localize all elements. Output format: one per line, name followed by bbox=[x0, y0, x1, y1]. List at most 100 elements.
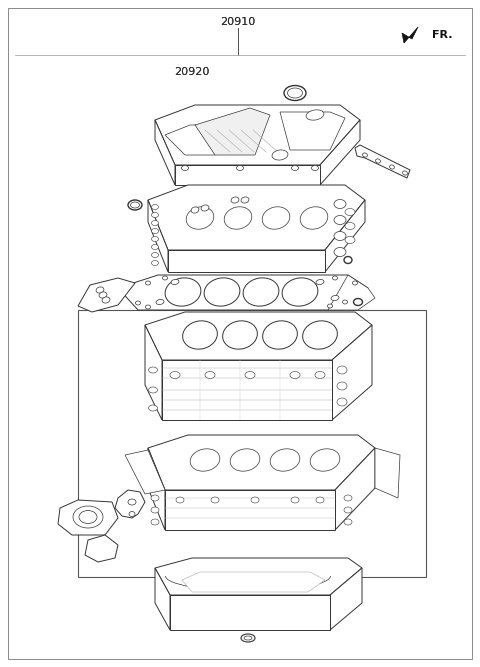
Ellipse shape bbox=[334, 247, 346, 257]
Polygon shape bbox=[118, 275, 368, 310]
Ellipse shape bbox=[135, 301, 141, 305]
Ellipse shape bbox=[148, 367, 157, 373]
Ellipse shape bbox=[163, 276, 168, 280]
Ellipse shape bbox=[344, 519, 352, 525]
Polygon shape bbox=[335, 448, 375, 530]
Ellipse shape bbox=[129, 512, 135, 516]
Ellipse shape bbox=[170, 372, 180, 378]
Ellipse shape bbox=[345, 209, 355, 215]
Ellipse shape bbox=[344, 495, 352, 501]
Ellipse shape bbox=[171, 279, 179, 285]
Ellipse shape bbox=[333, 276, 337, 280]
Ellipse shape bbox=[353, 299, 362, 305]
Ellipse shape bbox=[337, 366, 347, 374]
Ellipse shape bbox=[151, 507, 159, 513]
Ellipse shape bbox=[334, 215, 346, 225]
Text: 20920: 20920 bbox=[174, 67, 210, 77]
Polygon shape bbox=[165, 490, 335, 530]
Ellipse shape bbox=[73, 506, 103, 528]
Ellipse shape bbox=[243, 278, 279, 306]
Ellipse shape bbox=[263, 321, 298, 349]
Ellipse shape bbox=[334, 231, 346, 241]
Ellipse shape bbox=[375, 159, 381, 163]
Ellipse shape bbox=[224, 207, 252, 229]
Ellipse shape bbox=[290, 372, 300, 378]
Polygon shape bbox=[115, 490, 145, 518]
Ellipse shape bbox=[343, 300, 348, 304]
Ellipse shape bbox=[262, 207, 290, 229]
Ellipse shape bbox=[316, 279, 324, 285]
Polygon shape bbox=[175, 165, 320, 185]
Ellipse shape bbox=[131, 202, 140, 208]
Ellipse shape bbox=[302, 321, 337, 349]
Ellipse shape bbox=[201, 205, 209, 211]
Ellipse shape bbox=[176, 497, 184, 503]
Polygon shape bbox=[330, 568, 362, 630]
Ellipse shape bbox=[390, 165, 395, 169]
Polygon shape bbox=[170, 595, 330, 630]
Polygon shape bbox=[332, 325, 372, 420]
Ellipse shape bbox=[241, 634, 255, 642]
Ellipse shape bbox=[145, 305, 151, 309]
Ellipse shape bbox=[315, 372, 325, 378]
Polygon shape bbox=[78, 278, 135, 312]
Ellipse shape bbox=[152, 245, 158, 249]
Text: FR.: FR. bbox=[432, 30, 453, 40]
Ellipse shape bbox=[128, 499, 136, 505]
Ellipse shape bbox=[99, 292, 107, 298]
Ellipse shape bbox=[102, 297, 110, 303]
Polygon shape bbox=[165, 125, 230, 155]
Ellipse shape bbox=[152, 213, 158, 217]
Ellipse shape bbox=[152, 221, 158, 225]
Ellipse shape bbox=[288, 88, 302, 98]
Ellipse shape bbox=[306, 110, 324, 120]
Text: 20910: 20910 bbox=[220, 17, 256, 27]
Ellipse shape bbox=[291, 497, 299, 503]
Polygon shape bbox=[145, 312, 372, 360]
Ellipse shape bbox=[152, 237, 158, 241]
Polygon shape bbox=[58, 500, 118, 535]
Ellipse shape bbox=[345, 223, 355, 229]
Polygon shape bbox=[195, 108, 270, 155]
Polygon shape bbox=[148, 435, 375, 490]
Ellipse shape bbox=[223, 321, 257, 349]
Ellipse shape bbox=[152, 205, 158, 209]
Ellipse shape bbox=[403, 171, 408, 175]
Ellipse shape bbox=[352, 281, 358, 285]
Polygon shape bbox=[355, 145, 410, 178]
Ellipse shape bbox=[151, 495, 159, 501]
Ellipse shape bbox=[344, 507, 352, 513]
Polygon shape bbox=[328, 275, 375, 310]
Ellipse shape bbox=[152, 261, 158, 265]
Ellipse shape bbox=[230, 449, 260, 471]
Ellipse shape bbox=[270, 449, 300, 471]
Ellipse shape bbox=[211, 497, 219, 503]
Text: 20910: 20910 bbox=[220, 17, 256, 27]
Bar bbox=[78, 310, 426, 577]
Ellipse shape bbox=[284, 85, 306, 101]
Ellipse shape bbox=[316, 497, 324, 503]
Ellipse shape bbox=[300, 207, 328, 229]
Ellipse shape bbox=[241, 197, 249, 203]
Ellipse shape bbox=[331, 295, 339, 301]
Text: 20920: 20920 bbox=[174, 67, 210, 77]
Polygon shape bbox=[145, 325, 162, 420]
Polygon shape bbox=[375, 448, 400, 498]
Ellipse shape bbox=[165, 278, 201, 306]
Polygon shape bbox=[148, 448, 165, 530]
Ellipse shape bbox=[327, 304, 333, 308]
Ellipse shape bbox=[204, 278, 240, 306]
Polygon shape bbox=[85, 535, 118, 562]
Polygon shape bbox=[325, 200, 365, 272]
Ellipse shape bbox=[291, 165, 299, 171]
Ellipse shape bbox=[337, 382, 347, 390]
Ellipse shape bbox=[79, 510, 97, 524]
Ellipse shape bbox=[152, 253, 158, 257]
Polygon shape bbox=[280, 112, 345, 150]
Ellipse shape bbox=[282, 278, 318, 306]
Ellipse shape bbox=[156, 299, 164, 305]
Ellipse shape bbox=[190, 449, 220, 471]
Polygon shape bbox=[155, 120, 175, 185]
Polygon shape bbox=[155, 558, 362, 595]
Ellipse shape bbox=[96, 287, 104, 293]
